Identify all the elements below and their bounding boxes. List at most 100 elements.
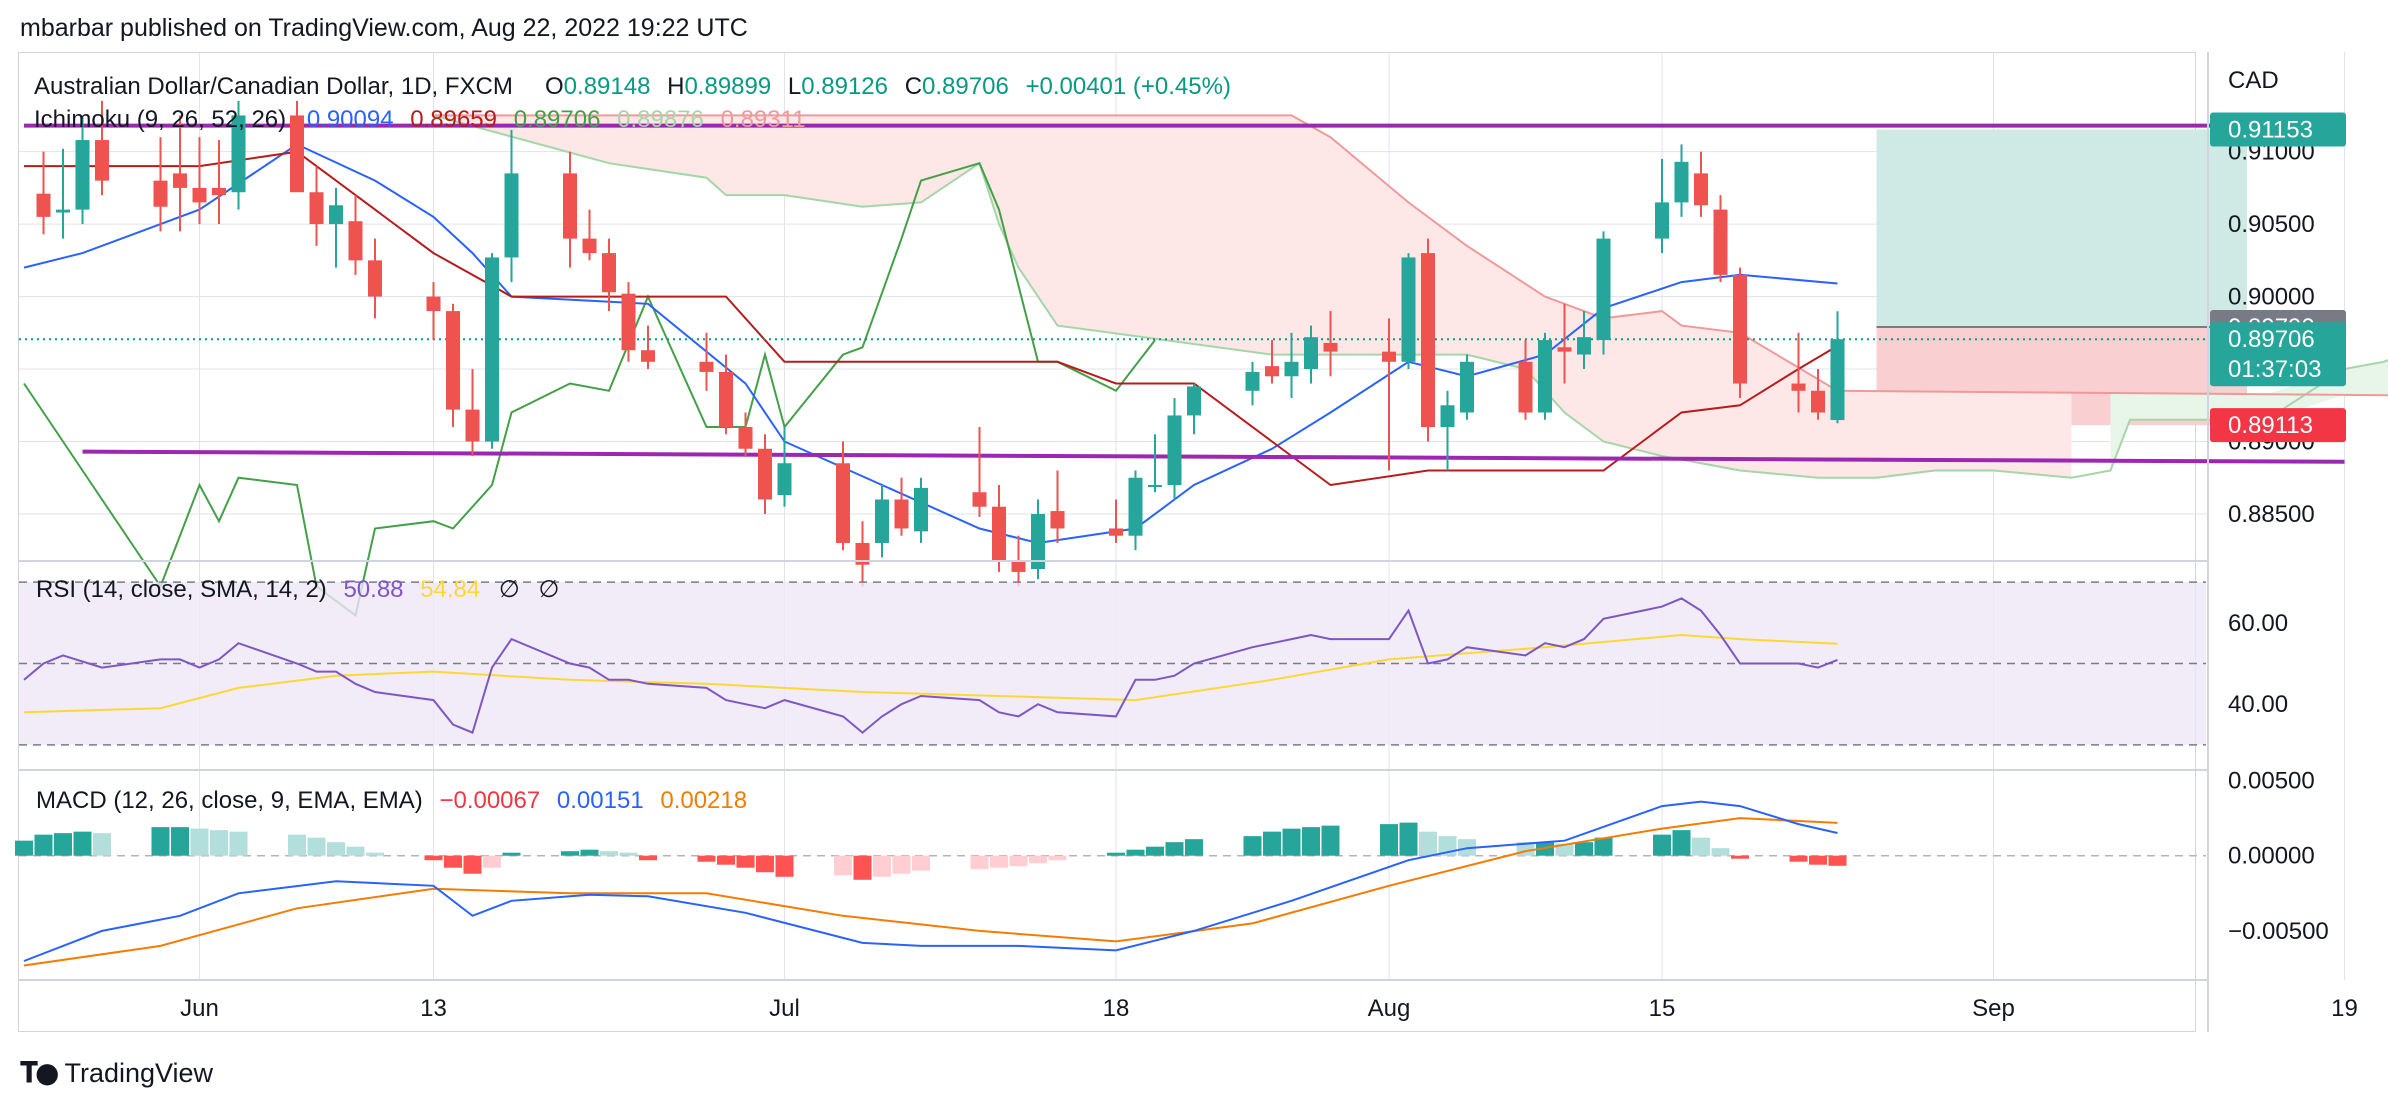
time-axis-label: 18 xyxy=(1103,995,1130,1022)
base-line xyxy=(24,150,1839,487)
macd-histogram-bar xyxy=(1263,831,1281,856)
price-tick-label: 0.90000 xyxy=(2228,284,2315,311)
macd-histogram-bar xyxy=(483,855,501,868)
price-badge xyxy=(2210,112,2346,147)
macd-histogram-bar xyxy=(1380,824,1398,856)
candle-body xyxy=(1265,366,1279,377)
candle-body xyxy=(446,311,460,410)
macd-label: MACD (12, 26, close, 9, EMA, EMA) xyxy=(36,787,423,814)
candle-body xyxy=(212,187,226,196)
candle-body xyxy=(1674,161,1689,203)
candle-body xyxy=(1167,415,1182,485)
time-axis[interactable]: Jun13Jul18Aug15Sep19Oct xyxy=(180,995,2388,1022)
macd-histogram-bar xyxy=(1555,843,1574,856)
candle-body xyxy=(290,115,304,193)
ichimoku-lagging-value: 0.89706 xyxy=(514,106,601,133)
candle-body xyxy=(1323,342,1338,352)
candle-body xyxy=(1518,361,1533,413)
candle-body xyxy=(992,506,1006,561)
position-target-zone xyxy=(1876,129,2247,328)
rsi-ma-line xyxy=(23,633,1838,714)
macd-histogram-bar xyxy=(327,842,345,856)
macd-histogram-bar xyxy=(1243,836,1262,856)
candle-body xyxy=(1811,390,1825,413)
candle-body xyxy=(621,293,636,351)
candle-body xyxy=(875,499,889,543)
candle-body xyxy=(1128,477,1143,536)
candle-body xyxy=(1830,339,1845,421)
rsi-ma-value: 54.84 xyxy=(420,576,480,603)
price-badge-countdown: 01:37:03 xyxy=(2228,356,2321,383)
macd-histogram-bar xyxy=(639,855,657,861)
ohlc-open-key: O xyxy=(545,73,564,100)
candle-body xyxy=(173,173,187,188)
macd-histogram-value: −0.00067 xyxy=(439,787,540,814)
rsi-tick-label: 40.00 xyxy=(2228,691,2288,718)
price-badge xyxy=(2210,408,2346,443)
ichimoku-conversion-value: 0.90094 xyxy=(307,106,394,133)
rsi-value: 50.88 xyxy=(343,576,403,603)
candle-body xyxy=(719,371,733,428)
candle-body xyxy=(1694,173,1708,206)
macd-histogram-bar xyxy=(1575,842,1593,856)
trendlines[interactable] xyxy=(24,123,2345,464)
candle-body xyxy=(1011,560,1026,572)
price-badge-label: 0.89113 xyxy=(2228,412,2313,439)
trendline xyxy=(82,449,2345,464)
ohlc-close-key: C xyxy=(905,73,922,100)
candle-body xyxy=(894,499,909,529)
price-axis[interactable]: 0.910000.905000.900000.895000.890000.885… xyxy=(2210,112,2346,945)
macd-histogram-bar xyxy=(93,833,111,856)
macd-histogram-bar xyxy=(1711,848,1730,856)
macd-histogram-bar xyxy=(1185,839,1203,856)
tradingview-logo: 𝐓● TradingView xyxy=(20,1056,213,1090)
rsi-empty-value-1: ∅ xyxy=(499,576,520,603)
macd-histogram-bar xyxy=(424,855,443,861)
candle-body xyxy=(563,173,577,239)
macd-histogram-bar xyxy=(580,849,599,856)
macd-histogram-bar xyxy=(73,831,92,856)
publisher-line: mbarbar published on TradingView.com, Au… xyxy=(20,14,748,42)
tradingview-logo-icon: 𝐓● xyxy=(20,1056,60,1089)
candle-body xyxy=(1577,337,1591,355)
macd-tick-label: −0.00500 xyxy=(2228,918,2329,945)
legend-symbol[interactable]: Australian Dollar/Canadian Dollar, 1D, F… xyxy=(34,73,513,100)
candle-body xyxy=(1655,202,1669,239)
position-tool[interactable] xyxy=(1876,129,2248,426)
price-badge-label: 0.91153 xyxy=(2228,116,2313,143)
macd-histogram-bar xyxy=(1321,825,1340,856)
legend-rsi[interactable]: RSI (14, close, SMA, 14, 2) 50.88 54.84 … xyxy=(36,576,559,603)
candle-body xyxy=(1538,340,1552,413)
ohlc-high-value: 0.89899 xyxy=(684,73,771,100)
rsi-pane xyxy=(19,581,2206,746)
legend-ichimoku[interactable]: Ichimoku (9, 26, 52, 26) 0.90094 0.89659… xyxy=(34,106,806,133)
macd-histogram-bar xyxy=(1302,827,1320,856)
chart-frame xyxy=(18,52,2196,1032)
macd-tick-label: 0.00500 xyxy=(2228,768,2315,795)
macd-histogram-bar xyxy=(1731,855,1749,859)
ichimoku-base-value: 0.89659 xyxy=(410,106,497,133)
candle-body xyxy=(75,140,90,210)
candle-body xyxy=(329,205,343,225)
candle-body xyxy=(348,221,363,261)
macd-histogram-bar xyxy=(288,834,306,856)
price-badge-label: 0.89706 xyxy=(2228,326,2315,353)
macd-histogram-bar xyxy=(1653,834,1671,856)
macd-histogram-bar xyxy=(502,852,521,856)
candle-body xyxy=(368,260,382,297)
macd-pane xyxy=(15,800,2206,967)
time-axis-label: 15 xyxy=(1649,995,1676,1022)
candle-body xyxy=(1382,351,1396,362)
candle-body xyxy=(1031,513,1045,570)
macd-histogram-bar xyxy=(1419,831,1437,856)
candle-body xyxy=(758,448,772,500)
macd-histogram-bar xyxy=(834,855,852,876)
macd-histogram-bar xyxy=(54,833,72,856)
legend-macd[interactable]: MACD (12, 26, close, 9, EMA, EMA) −0.000… xyxy=(36,787,747,814)
candle-body xyxy=(1791,383,1806,391)
rsi-line xyxy=(23,597,1838,734)
macd-line-value: 0.00151 xyxy=(557,787,644,814)
macd-histogram-bar xyxy=(775,855,794,877)
candle-body xyxy=(738,427,753,449)
